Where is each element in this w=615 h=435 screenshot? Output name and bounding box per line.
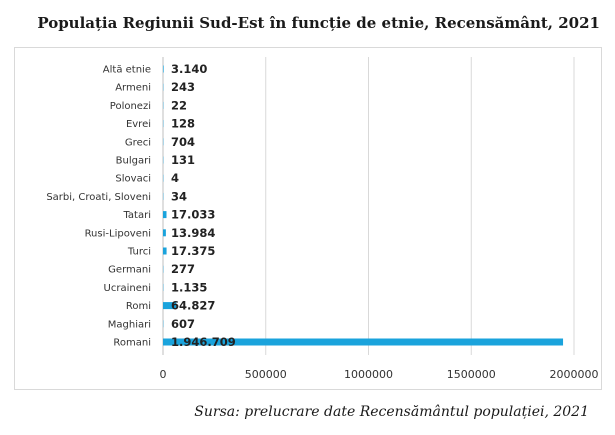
value-label-10: 17.375 — [171, 244, 215, 258]
category-label-9: Rusi-Lipoveni — [85, 228, 151, 239]
chart-frame — [14, 47, 602, 390]
x-tick-label-2: 1000000 — [344, 368, 393, 381]
bar-15 — [163, 338, 564, 346]
value-label-15: 1.946.709 — [171, 335, 236, 349]
bar-9 — [163, 229, 166, 237]
category-label-11: Germani — [108, 265, 151, 276]
bar-10 — [163, 247, 167, 255]
value-label-11: 277 — [171, 262, 195, 276]
bar-0 — [163, 65, 164, 73]
value-label-14: 607 — [171, 317, 195, 331]
bar-13 — [163, 302, 177, 310]
category-label-13: Romi — [126, 301, 151, 312]
chart-title: Populația Regiunii Sud-Est în funcție de… — [37, 14, 600, 32]
x-tick-label-4: 2000000 — [550, 368, 599, 381]
x-tick-label-0: 0 — [160, 368, 167, 381]
category-label-15: Romani — [113, 338, 151, 349]
value-label-3: 128 — [171, 117, 195, 131]
value-label-6: 4 — [171, 171, 179, 185]
x-tick-label-1: 500000 — [245, 368, 287, 381]
value-label-2: 22 — [171, 98, 187, 112]
category-label-12: Ucraineni — [104, 283, 151, 294]
category-label-14: Maghiari — [108, 319, 151, 330]
category-label-1: Armeni — [115, 83, 151, 94]
category-label-5: Bulgari — [116, 156, 151, 167]
category-label-4: Greci — [125, 137, 151, 148]
bar-8 — [163, 211, 167, 219]
value-label-8: 17.033 — [171, 208, 215, 222]
category-label-7: Sarbi, Croati, Sloveni — [46, 192, 151, 203]
source-note: Sursa: prelucrare date Recensământul pop… — [194, 404, 589, 420]
value-label-12: 1.135 — [171, 280, 207, 294]
value-label-0: 3.140 — [171, 62, 207, 76]
category-label-2: Polonezi — [110, 101, 151, 112]
category-label-0: Altă etnie — [103, 65, 151, 76]
value-label-5: 131 — [171, 153, 195, 167]
value-label-13: 64.827 — [171, 299, 215, 313]
value-label-7: 34 — [171, 189, 187, 203]
value-label-1: 243 — [171, 80, 195, 94]
category-label-10: Turci — [127, 247, 151, 258]
category-label-8: Tatari — [122, 210, 151, 221]
value-label-9: 13.984 — [171, 226, 215, 240]
category-label-3: Evrei — [126, 119, 151, 130]
category-label-6: Slovaci — [115, 174, 151, 185]
value-label-4: 704 — [171, 135, 195, 149]
x-tick-label-3: 1500000 — [447, 368, 496, 381]
